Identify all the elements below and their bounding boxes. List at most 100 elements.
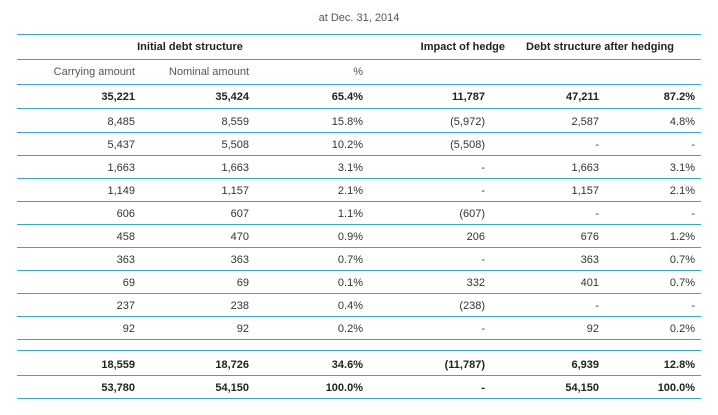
- percent-cell: 0.9%: [337, 231, 363, 243]
- nominal-amount-cell: 1,157: [221, 185, 249, 197]
- after-hedging-amount-cell: 92: [586, 323, 599, 335]
- subheader-percent: %: [353, 66, 363, 78]
- percent-cell: 100.0%: [325, 382, 363, 394]
- after-hedging-amount-cell: 363: [580, 254, 599, 266]
- table-row: 18,559 18,726 34.6% (11,787) 6,939 12.8%: [17, 352, 701, 378]
- after-hedging-amount-cell: -: [595, 208, 599, 220]
- header-initial-debt-structure: Initial debt structure: [137, 41, 243, 53]
- after-hedging-percent-cell: -: [691, 139, 695, 151]
- impact-of-hedge-cell: -: [481, 162, 485, 174]
- row-rule: [17, 270, 701, 271]
- impact-of-hedge-cell: 206: [466, 231, 485, 243]
- impact-of-hedge-cell: 11,787: [451, 91, 485, 103]
- table-row: 8,485 8,559 15.8% (5,972) 2,587 4.8%: [17, 109, 701, 135]
- carrying-amount-cell: 1,149: [107, 185, 135, 197]
- row-rule: [17, 201, 701, 202]
- table-caption: at Dec. 31, 2014: [318, 12, 400, 24]
- after-hedging-amount-cell: 401: [580, 277, 599, 289]
- carrying-amount-cell: 18,559: [101, 359, 135, 371]
- after-hedging-percent-cell: 100.0%: [657, 382, 695, 394]
- carrying-amount-cell: 8,485: [107, 116, 135, 128]
- after-hedging-amount-cell: 6,939: [571, 359, 599, 371]
- row-rule: [17, 178, 701, 179]
- nominal-amount-cell: 5,508: [221, 139, 249, 151]
- percent-cell: 34.6%: [331, 359, 363, 371]
- row-rule: [17, 339, 701, 340]
- after-hedging-percent-cell: 12.8%: [663, 359, 695, 371]
- header-impact-of-hedge: Impact of hedge: [420, 41, 505, 53]
- impact-of-hedge-cell: -: [481, 254, 485, 266]
- after-hedging-amount-cell: 54,150: [565, 382, 599, 394]
- impact-of-hedge-cell: -: [481, 323, 485, 335]
- after-hedging-amount-cell: -: [595, 139, 599, 151]
- carrying-amount-cell: 237: [116, 300, 135, 312]
- carrying-amount-cell: 53,780: [101, 382, 135, 394]
- percent-cell: 65.4%: [331, 91, 363, 103]
- percent-cell: 1.1%: [337, 208, 363, 220]
- table-row: 69 69 0.1% 332 401 0.7%: [17, 270, 701, 296]
- percent-cell: 3.1%: [337, 162, 363, 174]
- header-rule: [17, 59, 701, 60]
- table-row: 363 363 0.7% - 363 0.7%: [17, 247, 701, 273]
- impact-of-hedge-cell: (11,787): [444, 359, 485, 371]
- row-rule: [17, 155, 701, 156]
- table-row: 458 470 0.9% 206 676 1.2%: [17, 224, 701, 250]
- after-hedging-percent-cell: -: [691, 300, 695, 312]
- carrying-amount-cell: 69: [122, 277, 135, 289]
- after-hedging-percent-cell: 87.2%: [663, 91, 695, 103]
- after-hedging-percent-cell: 0.2%: [669, 323, 695, 335]
- nominal-amount-cell: 470: [230, 231, 249, 243]
- after-hedging-percent-cell: 0.7%: [669, 277, 695, 289]
- percent-cell: 2.1%: [337, 185, 363, 197]
- after-hedging-amount-cell: 47,211: [565, 91, 599, 103]
- carrying-amount-cell: 363: [116, 254, 135, 266]
- header-debt-after-hedging: Debt structure after hedging: [526, 41, 674, 53]
- impact-of-hedge-cell: (238): [459, 300, 485, 312]
- nominal-amount-cell: 69: [236, 277, 249, 289]
- table-row: 237 238 0.4% (238) - -: [17, 293, 701, 319]
- top-rule: [17, 34, 701, 35]
- row-rule: [17, 108, 701, 109]
- after-hedging-percent-cell: 0.7%: [669, 254, 695, 266]
- subheader-rule: [17, 84, 701, 85]
- subheader-nominal-amount: Nominal amount: [168, 66, 249, 78]
- nominal-amount-cell: 238: [230, 300, 249, 312]
- after-hedging-amount-cell: -: [595, 300, 599, 312]
- percent-cell: 15.8%: [331, 116, 363, 128]
- percent-cell: 0.7%: [337, 254, 363, 266]
- row-rule: [17, 398, 701, 399]
- row-rule: [17, 224, 701, 225]
- nominal-amount-cell: 35,424: [215, 91, 249, 103]
- impact-of-hedge-cell: (5,508): [450, 139, 485, 151]
- row-rule: [17, 375, 701, 376]
- table-row: 5,437 5,508 10.2% (5,508) - -: [17, 132, 701, 158]
- carrying-amount-cell: 606: [116, 208, 135, 220]
- carrying-amount-cell: 35,221: [101, 91, 135, 103]
- totals-rule: [17, 350, 701, 351]
- carrying-amount-cell: 5,437: [107, 139, 135, 151]
- nominal-amount-cell: 92: [236, 323, 249, 335]
- after-hedging-percent-cell: 3.1%: [669, 162, 695, 174]
- impact-of-hedge-cell: (5,972): [450, 116, 485, 128]
- after-hedging-percent-cell: 4.8%: [669, 116, 695, 128]
- nominal-amount-cell: 54,150: [215, 382, 249, 394]
- after-hedging-amount-cell: 676: [580, 231, 599, 243]
- carrying-amount-cell: 92: [122, 323, 135, 335]
- table-row: 1,149 1,157 2.1% - 1,157 2.1%: [17, 178, 701, 204]
- row-rule: [17, 132, 701, 133]
- nominal-amount-cell: 1,663: [221, 162, 249, 174]
- carrying-amount-cell: 458: [116, 231, 135, 243]
- after-hedging-amount-cell: 1,157: [571, 185, 599, 197]
- impact-of-hedge-cell: -: [481, 185, 485, 197]
- percent-cell: 0.4%: [337, 300, 363, 312]
- percent-cell: 10.2%: [331, 139, 363, 151]
- nominal-amount-cell: 607: [230, 208, 249, 220]
- impact-of-hedge-cell: -: [481, 382, 485, 394]
- row-rule: [17, 293, 701, 294]
- after-hedging-percent-cell: 2.1%: [669, 185, 695, 197]
- nominal-amount-cell: 363: [230, 254, 249, 266]
- after-hedging-amount-cell: 1,663: [571, 162, 599, 174]
- after-hedging-percent-cell: -: [691, 208, 695, 220]
- nominal-amount-cell: 8,559: [221, 116, 249, 128]
